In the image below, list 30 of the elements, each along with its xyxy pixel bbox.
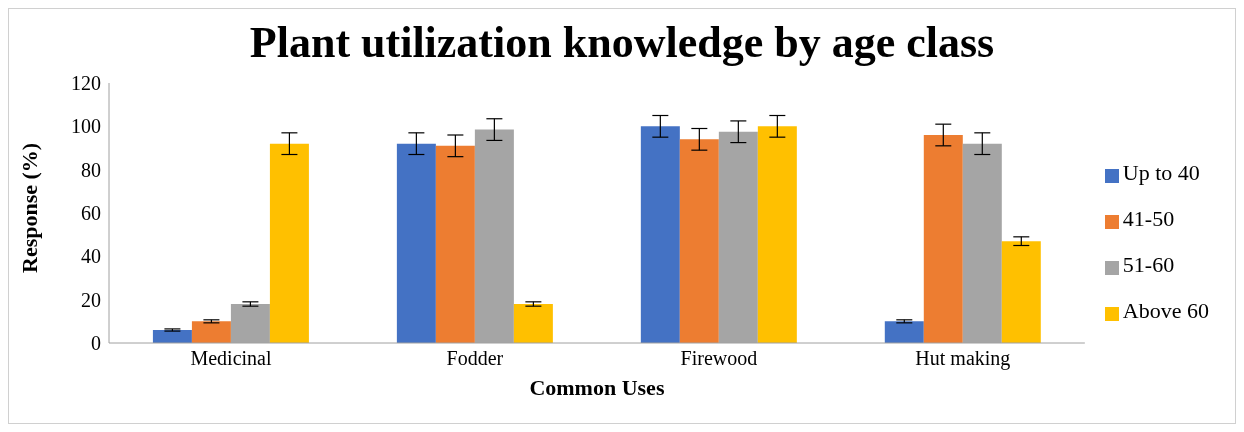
bar	[396, 143, 436, 343]
bar	[679, 139, 719, 343]
bar	[269, 143, 309, 343]
bar	[152, 330, 192, 343]
x-tick-label: Hut making	[915, 347, 1011, 371]
legend-label: Up to 40	[1122, 160, 1200, 185]
bar	[757, 126, 797, 343]
bar	[640, 126, 680, 343]
chart-title: Plant utilization knowledge by age class	[248, 17, 996, 69]
x-tick-label: Firewood	[680, 347, 758, 370]
legend-label: 41-50	[1122, 206, 1175, 231]
bar	[435, 145, 475, 343]
y-tick-label: 80	[81, 158, 101, 181]
bar	[513, 304, 553, 343]
bar	[884, 321, 924, 343]
bar	[191, 321, 231, 343]
legend-label: 51-60	[1122, 252, 1175, 277]
legend-label: Above 60	[1122, 298, 1209, 323]
x-axis-title: Common Uses	[529, 375, 665, 400]
bar	[1001, 241, 1041, 343]
x-tick-label: Medicinal	[190, 347, 272, 370]
y-axis-title: Response (%)	[16, 142, 42, 273]
y-tick-label: 100	[71, 115, 101, 138]
bar	[923, 135, 963, 343]
y-tick-label: 20	[81, 288, 101, 311]
x-tick-label: Fodder	[446, 347, 504, 370]
y-tick-label: 40	[81, 245, 101, 268]
y-tick-label: 120	[71, 72, 101, 95]
y-tick-label: 60	[81, 202, 101, 225]
y-tick-label: 0	[91, 332, 101, 355]
